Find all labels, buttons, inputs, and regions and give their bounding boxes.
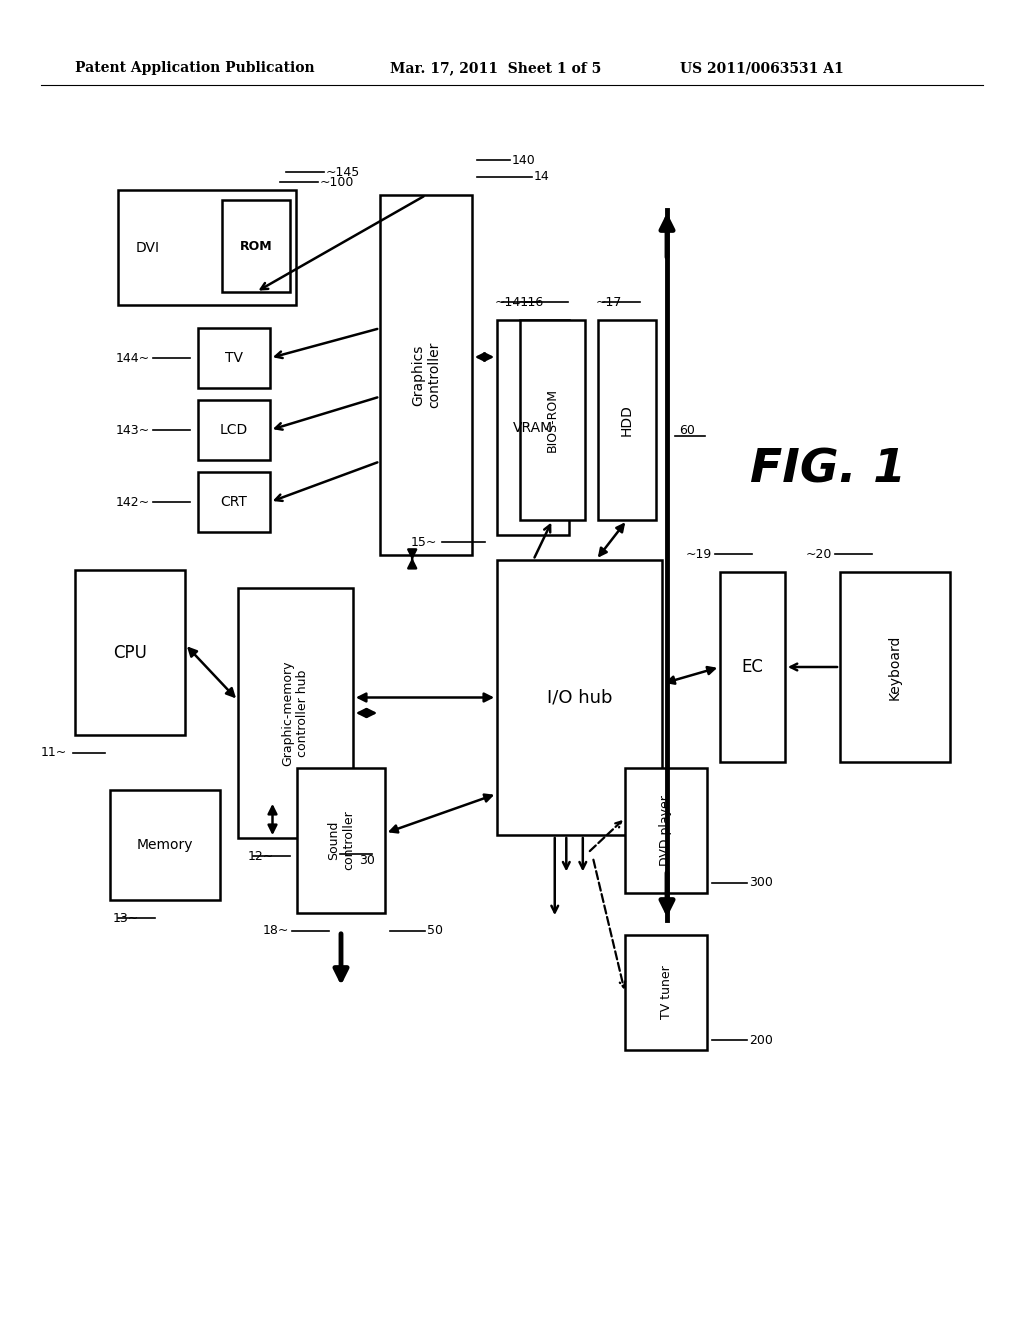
Text: ~145: ~145 xyxy=(326,165,360,178)
Text: 140: 140 xyxy=(512,153,536,166)
Text: Graphic-memory
controller hub: Graphic-memory controller hub xyxy=(282,660,309,766)
Bar xyxy=(198,473,270,532)
Text: Graphics
controller: Graphics controller xyxy=(411,342,441,408)
Bar xyxy=(497,319,569,535)
Text: Keyboard: Keyboard xyxy=(888,635,902,700)
Text: ~20: ~20 xyxy=(806,548,831,561)
Text: 12~: 12~ xyxy=(248,850,274,862)
Text: TV tuner: TV tuner xyxy=(659,966,673,1019)
Bar xyxy=(297,768,385,913)
Bar xyxy=(238,587,353,838)
Text: CRT: CRT xyxy=(220,495,248,510)
Bar xyxy=(75,570,185,735)
Bar xyxy=(110,789,220,900)
Text: I/O hub: I/O hub xyxy=(547,689,612,706)
Text: 143~: 143~ xyxy=(116,424,150,437)
Text: ~19: ~19 xyxy=(686,548,712,561)
Bar xyxy=(198,327,270,388)
Text: VRAM: VRAM xyxy=(513,421,553,434)
Text: 144~: 144~ xyxy=(116,351,150,364)
Bar xyxy=(198,400,270,459)
Text: LCD: LCD xyxy=(220,422,248,437)
Text: HDD: HDD xyxy=(620,404,634,436)
Bar xyxy=(380,195,472,554)
Text: 142~: 142~ xyxy=(116,495,150,508)
Text: Memory: Memory xyxy=(137,838,194,851)
Text: Sound
controller: Sound controller xyxy=(327,810,355,870)
Text: 11~: 11~ xyxy=(41,747,67,759)
Text: TV: TV xyxy=(225,351,243,366)
Text: 15~: 15~ xyxy=(411,536,437,549)
Text: ROM: ROM xyxy=(240,239,272,252)
Bar xyxy=(497,560,662,836)
Text: DVD player: DVD player xyxy=(659,795,673,866)
Text: ~17: ~17 xyxy=(596,296,623,309)
Bar xyxy=(720,572,785,762)
Text: DVI: DVI xyxy=(136,240,160,255)
Text: Mar. 17, 2011  Sheet 1 of 5: Mar. 17, 2011 Sheet 1 of 5 xyxy=(390,61,601,75)
Text: ~16: ~16 xyxy=(518,296,544,309)
Text: 50: 50 xyxy=(427,924,443,937)
Bar xyxy=(625,935,707,1049)
Text: 200: 200 xyxy=(749,1034,773,1047)
Text: US 2011/0063531 A1: US 2011/0063531 A1 xyxy=(680,61,844,75)
Text: EC: EC xyxy=(741,657,764,676)
Text: 18~: 18~ xyxy=(262,924,289,937)
Text: 30: 30 xyxy=(359,854,375,866)
Bar xyxy=(625,768,707,894)
Text: CPU: CPU xyxy=(113,644,146,661)
Text: 14: 14 xyxy=(534,170,550,183)
Text: BIOS-ROM: BIOS-ROM xyxy=(546,388,559,451)
Text: 60: 60 xyxy=(679,424,695,437)
Bar xyxy=(598,319,656,520)
Bar xyxy=(222,201,290,292)
Text: ~100: ~100 xyxy=(319,176,354,189)
Bar xyxy=(840,572,950,762)
Bar xyxy=(118,190,296,305)
Text: FIG. 1: FIG. 1 xyxy=(750,447,906,492)
Text: 13~: 13~ xyxy=(113,912,139,924)
Text: ~141: ~141 xyxy=(495,296,529,309)
Text: 300: 300 xyxy=(749,876,773,890)
Text: Patent Application Publication: Patent Application Publication xyxy=(75,61,314,75)
Bar xyxy=(520,319,585,520)
